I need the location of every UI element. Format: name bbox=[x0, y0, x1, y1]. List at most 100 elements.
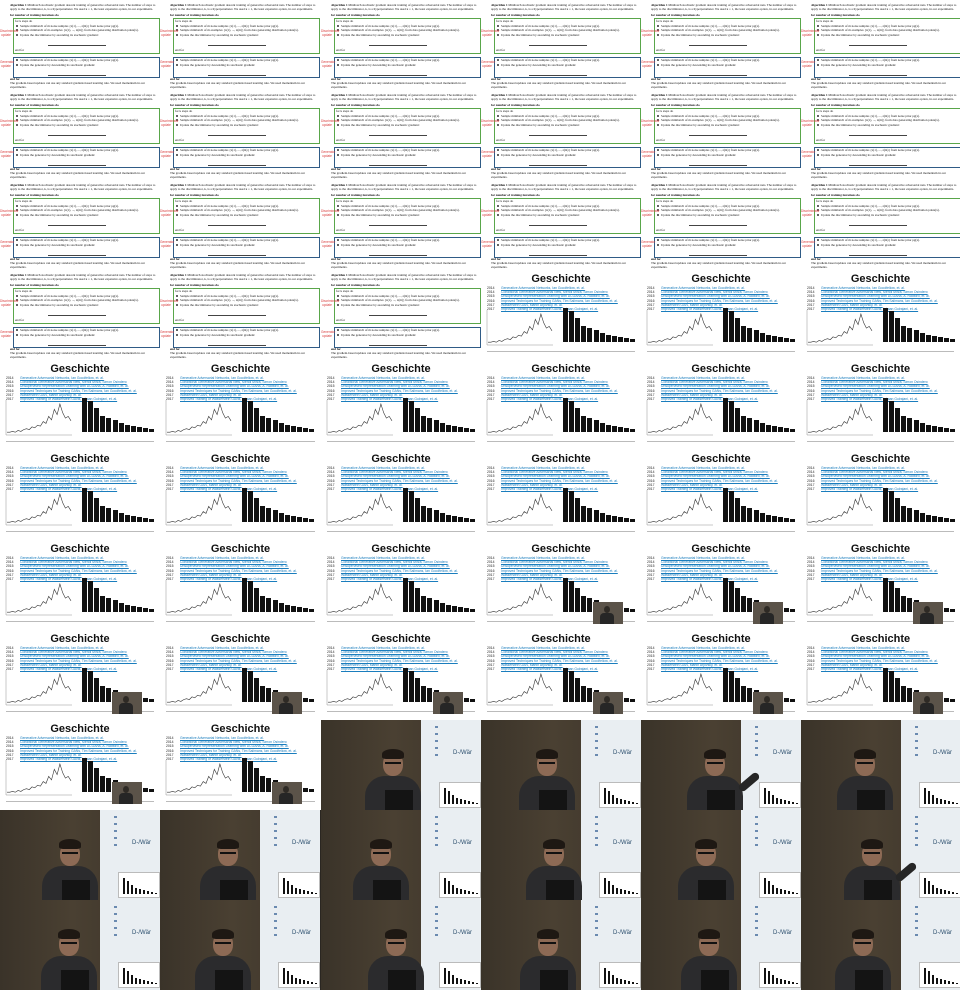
reference-link[interactable]: Wasserstein GAN, Martin Arjovsky, et. al… bbox=[180, 752, 242, 757]
reference-link[interactable]: Unsupervised Representation Learning wit… bbox=[180, 384, 289, 389]
reference-link[interactable]: Improved Training of Wasserstein GANs, I… bbox=[661, 577, 759, 581]
reference-link[interactable]: Improved Training of Wasserstein GANs, I… bbox=[501, 577, 599, 581]
video-frame-thumbnail[interactable]: Algorithm 1 Minibatch stochastic gradien… bbox=[641, 180, 801, 270]
reference-link[interactable]: Improved Training of Wasserstein GANs, I… bbox=[20, 577, 118, 581]
video-frame-thumbnail[interactable]: Algorithm 1 Minibatch stochastic gradien… bbox=[0, 270, 160, 360]
video-frame-thumbnail[interactable]: Algorithm 1 Minibatch stochastic gradien… bbox=[321, 180, 481, 270]
reference-link[interactable]: Conditional Generative Adversarial Nets,… bbox=[821, 380, 928, 385]
reference-link[interactable]: Unsupervised Representation Learning wit… bbox=[661, 474, 770, 479]
reference-link[interactable]: Generative Adversarial Networks, Ian Goo… bbox=[821, 646, 905, 650]
reference-link[interactable]: Improved Training of Wasserstein GANs, I… bbox=[661, 397, 759, 401]
reference-link[interactable]: Conditional Generative Adversarial Nets,… bbox=[501, 470, 608, 475]
reference-link[interactable]: Improved Techniques for Training GANs, T… bbox=[341, 478, 458, 483]
reference-link[interactable]: Wasserstein GAN, Martin Arjovsky, et. al… bbox=[501, 392, 563, 397]
video-frame-thumbnail[interactable]: Algorithm 1 Minibatch stochastic gradien… bbox=[801, 0, 960, 90]
reference-link[interactable]: Conditional Generative Adversarial Nets,… bbox=[20, 560, 127, 565]
reference-link[interactable]: Generative Adversarial Networks, Ian Goo… bbox=[661, 556, 745, 560]
reference-link[interactable]: Wasserstein GAN, Martin Arjovsky, et. al… bbox=[661, 302, 723, 307]
reference-link[interactable]: Conditional Generative Adversarial Nets,… bbox=[341, 380, 448, 385]
reference-link[interactable]: Conditional Generative Adversarial Nets,… bbox=[20, 650, 127, 655]
reference-link[interactable]: Wasserstein GAN, Martin Arjovsky, et. al… bbox=[661, 482, 723, 487]
reference-link[interactable]: Conditional Generative Adversarial Nets,… bbox=[180, 560, 287, 565]
reference-link[interactable]: Unsupervised Representation Learning wit… bbox=[20, 384, 129, 389]
reference-link[interactable]: Unsupervised Representation Learning wit… bbox=[20, 744, 129, 749]
reference-link[interactable]: Conditional Generative Adversarial Nets,… bbox=[341, 560, 448, 565]
reference-link[interactable]: Improved Techniques for Training GANs, T… bbox=[180, 478, 297, 483]
video-frame-thumbnail[interactable]: Algorithm 1 Minibatch stochastic gradien… bbox=[641, 0, 801, 90]
reference-link[interactable]: Unsupervised Representation Learning wit… bbox=[661, 654, 770, 659]
reference-link[interactable]: Unsupervised Representation Learning wit… bbox=[821, 384, 930, 389]
video-frame-thumbnail[interactable]: Algorithm 1 Minibatch stochastic gradien… bbox=[160, 270, 321, 360]
reference-link[interactable]: Unsupervised Representation Learning wit… bbox=[180, 654, 289, 659]
reference-link[interactable]: Improved Training of Wasserstein GANs, I… bbox=[20, 397, 118, 401]
reference-link[interactable]: Generative Adversarial Networks, Ian Goo… bbox=[20, 556, 104, 560]
reference-link[interactable]: Wasserstein GAN, Martin Arjovsky, et. al… bbox=[501, 662, 563, 667]
reference-link[interactable]: Improved Techniques for Training GANs, T… bbox=[821, 478, 938, 483]
reference-link[interactable]: Improved Techniques for Training GANs, T… bbox=[341, 388, 458, 393]
reference-link[interactable]: Improved Techniques for Training GANs, T… bbox=[661, 298, 778, 303]
video-frame-thumbnail[interactable]: Algorithm 1 Minibatch stochastic gradien… bbox=[321, 0, 481, 90]
video-frame-thumbnail[interactable]: Algorithm 1 Minibatch stochastic gradien… bbox=[0, 90, 160, 180]
reference-link[interactable]: Wasserstein GAN, Martin Arjovsky, et. al… bbox=[821, 572, 883, 577]
reference-link[interactable]: Improved Training of Wasserstein GANs, I… bbox=[661, 487, 759, 491]
video-frame-thumbnail[interactable]: Geschichte 2014 Generative Adversarial Net… bbox=[160, 450, 321, 540]
reference-link[interactable]: Unsupervised Representation Learning wit… bbox=[661, 294, 770, 299]
reference-link[interactable]: Generative Adversarial Networks, Ian Goo… bbox=[341, 376, 425, 380]
reference-link[interactable]: Conditional Generative Adversarial Nets,… bbox=[180, 740, 287, 745]
reference-link[interactable]: Improved Techniques for Training GANs, T… bbox=[180, 748, 297, 753]
reference-link[interactable]: Improved Training of Wasserstein GANs, I… bbox=[341, 397, 439, 401]
reference-link[interactable]: Improved Techniques for Training GANs, T… bbox=[341, 658, 458, 663]
reference-link[interactable]: Unsupervised Representation Learning wit… bbox=[661, 384, 770, 389]
video-frame-thumbnail[interactable]: Geschichte 2014 Generative Adversarial Net… bbox=[481, 360, 641, 450]
reference-link[interactable]: Wasserstein GAN, Martin Arjovsky, et. al… bbox=[821, 302, 883, 307]
video-frame-thumbnail[interactable]: Geschichte 2014 Generative Adversarial Net… bbox=[160, 720, 321, 810]
reference-link[interactable]: Improved Training of Wasserstein GANs, I… bbox=[20, 757, 118, 761]
reference-link[interactable]: Improved Training of Wasserstein GANs, I… bbox=[501, 667, 599, 671]
reference-link[interactable]: Unsupervised Representation Learning wit… bbox=[501, 564, 610, 569]
video-frame-thumbnail[interactable]: Geschichte 2014 Generative Adversarial Net… bbox=[641, 540, 801, 630]
reference-link[interactable]: Generative Adversarial Networks, Ian Goo… bbox=[501, 466, 585, 470]
reference-link[interactable]: Improved Techniques for Training GANs, T… bbox=[20, 748, 137, 753]
video-frame-thumbnail[interactable]: D-/Wär bbox=[641, 810, 801, 900]
reference-link[interactable]: Conditional Generative Adversarial Nets,… bbox=[661, 560, 768, 565]
reference-link[interactable]: Improved Techniques for Training GANs, T… bbox=[821, 388, 938, 393]
video-frame-thumbnail[interactable]: D-/Wär bbox=[321, 720, 481, 810]
video-frame-thumbnail[interactable]: Geschichte 2014 Generative Adversarial Net… bbox=[160, 360, 321, 450]
video-frame-thumbnail[interactable]: Geschichte 2014 Generative Adversarial Net… bbox=[481, 540, 641, 630]
reference-link[interactable]: Improved Techniques for Training GANs, T… bbox=[661, 658, 778, 663]
reference-link[interactable]: Conditional Generative Adversarial Nets,… bbox=[821, 290, 928, 295]
reference-link[interactable]: Generative Adversarial Networks, Ian Goo… bbox=[821, 556, 905, 560]
reference-link[interactable]: Generative Adversarial Networks, Ian Goo… bbox=[20, 736, 104, 740]
reference-link[interactable]: Unsupervised Representation Learning wit… bbox=[821, 474, 930, 479]
video-frame-thumbnail[interactable]: Algorithm 1 Minibatch stochastic gradien… bbox=[801, 90, 960, 180]
reference-link[interactable]: Wasserstein GAN, Martin Arjovsky, et. al… bbox=[821, 482, 883, 487]
reference-link[interactable]: Unsupervised Representation Learning wit… bbox=[180, 744, 289, 749]
reference-link[interactable]: Improved Techniques for Training GANs, T… bbox=[501, 298, 618, 303]
reference-link[interactable]: Improved Training of Wasserstein GANs, I… bbox=[180, 397, 278, 401]
reference-link[interactable]: Conditional Generative Adversarial Nets,… bbox=[180, 470, 287, 475]
video-frame-thumbnail[interactable]: D-/Wär bbox=[481, 900, 641, 990]
reference-link[interactable]: Conditional Generative Adversarial Nets,… bbox=[661, 290, 768, 295]
reference-link[interactable]: Generative Adversarial Networks, Ian Goo… bbox=[341, 646, 425, 650]
reference-link[interactable]: Improved Training of Wasserstein GANs, I… bbox=[501, 397, 599, 401]
video-frame-thumbnail[interactable]: Geschichte 2014 Generative Adversarial Net… bbox=[0, 630, 160, 720]
video-frame-thumbnail[interactable]: Algorithm 1 Minibatch stochastic gradien… bbox=[321, 270, 481, 360]
video-frame-thumbnail[interactable]: Geschichte 2014 Generative Adversarial Net… bbox=[160, 630, 321, 720]
reference-link[interactable]: Wasserstein GAN, Martin Arjovsky, et. al… bbox=[20, 482, 82, 487]
reference-link[interactable]: Improved Techniques for Training GANs, T… bbox=[180, 658, 297, 663]
reference-link[interactable]: Generative Adversarial Networks, Ian Goo… bbox=[661, 286, 745, 290]
reference-link[interactable]: Wasserstein GAN, Martin Arjovsky, et. al… bbox=[821, 662, 883, 667]
reference-link[interactable]: Improved Training of Wasserstein GANs, I… bbox=[180, 667, 278, 671]
video-frame-thumbnail[interactable]: Algorithm 1 Minibatch stochastic gradien… bbox=[481, 0, 641, 90]
video-frame-thumbnail[interactable]: Geschichte 2014 Generative Adversarial Net… bbox=[641, 270, 801, 360]
reference-link[interactable]: Conditional Generative Adversarial Nets,… bbox=[661, 470, 768, 475]
video-frame-thumbnail[interactable]: D-/Wär bbox=[801, 720, 960, 810]
reference-link[interactable]: Generative Adversarial Networks, Ian Goo… bbox=[180, 556, 264, 560]
video-frame-thumbnail[interactable]: D-/Wär bbox=[160, 900, 321, 990]
reference-link[interactable]: Unsupervised Representation Learning wit… bbox=[501, 294, 610, 299]
reference-link[interactable]: Generative Adversarial Networks, Ian Goo… bbox=[821, 376, 905, 380]
reference-link[interactable]: Generative Adversarial Networks, Ian Goo… bbox=[821, 466, 905, 470]
video-frame-thumbnail[interactable]: Geschichte 2014 Generative Adversarial Net… bbox=[321, 360, 481, 450]
video-frame-thumbnail[interactable]: Geschichte 2014 Generative Adversarial Net… bbox=[641, 360, 801, 450]
reference-link[interactable]: Conditional Generative Adversarial Nets,… bbox=[821, 470, 928, 475]
